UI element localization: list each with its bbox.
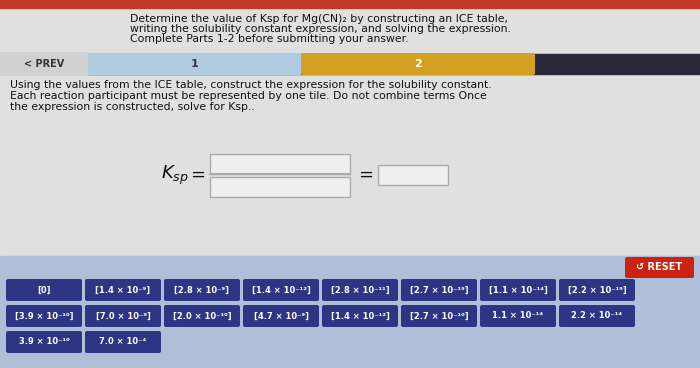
Text: [7.0 × 10⁻⁹]: [7.0 × 10⁻⁹] [96,311,150,321]
FancyBboxPatch shape [210,153,350,173]
Text: 2.2 × 10⁻¹⁴: 2.2 × 10⁻¹⁴ [571,311,622,321]
Text: $\mathit{K}_{sp}$: $\mathit{K}_{sp}$ [161,163,189,187]
Text: =: = [190,166,206,184]
FancyBboxPatch shape [559,279,635,301]
Text: [0]: [0] [37,286,50,294]
FancyBboxPatch shape [480,305,556,327]
FancyBboxPatch shape [210,177,350,197]
Text: [2.0 × 10⁻¹⁰]: [2.0 × 10⁻¹⁰] [173,311,231,321]
Text: ↺ RESET: ↺ RESET [636,262,682,272]
Text: Each reaction participant must be represented by one tile. Do not combine terms : Each reaction participant must be repres… [10,91,486,101]
Text: [2.8 × 10⁻⁹]: [2.8 × 10⁻⁹] [174,286,230,294]
FancyBboxPatch shape [401,279,477,301]
Text: Using the values from the ICE table, construct the expression for the solubility: Using the values from the ICE table, con… [10,80,491,90]
Text: =: = [358,166,374,184]
FancyBboxPatch shape [85,279,161,301]
FancyBboxPatch shape [6,331,82,353]
Text: Determine the value of Ksp for Mg(CN)₂ by constructing an ICE table,: Determine the value of Ksp for Mg(CN)₂ b… [130,14,508,24]
Text: 3.9 × 10⁻¹⁰: 3.9 × 10⁻¹⁰ [19,337,69,347]
Text: [2.7 × 10⁻¹⁹]: [2.7 × 10⁻¹⁹] [410,286,468,294]
FancyBboxPatch shape [559,305,635,327]
Text: 1: 1 [191,59,199,69]
Text: [2.7 × 10⁻¹⁰]: [2.7 × 10⁻¹⁰] [410,311,468,321]
Text: 2: 2 [414,59,422,69]
FancyBboxPatch shape [6,279,82,301]
Text: < PREV: < PREV [25,59,64,69]
Text: 1.1 × 10⁻¹⁴: 1.1 × 10⁻¹⁴ [492,311,544,321]
FancyBboxPatch shape [164,279,240,301]
Bar [0,54,700,74]
Text: 7.0 × 10⁻⁴: 7.0 × 10⁻⁴ [99,337,146,347]
Text: Complete Parts 1-2 before submitting your answer.: Complete Parts 1-2 before submitting you… [130,34,409,44]
FancyBboxPatch shape [85,331,161,353]
FancyBboxPatch shape [401,305,477,327]
Text: [4.7 × 10⁻⁹]: [4.7 × 10⁻⁹] [253,311,309,321]
FancyBboxPatch shape [0,52,90,76]
Text: the expression is constructed, solve for Ksp..: the expression is constructed, solve for… [10,102,255,112]
FancyBboxPatch shape [243,279,319,301]
FancyBboxPatch shape [322,279,398,301]
Bar [0,256,700,368]
Text: [3.9 × 10⁻¹⁰]: [3.9 × 10⁻¹⁰] [15,311,74,321]
Text: [1.4 × 10⁻¹²]: [1.4 × 10⁻¹²] [330,311,389,321]
Text: [1.1 × 10⁻¹⁴]: [1.1 × 10⁻¹⁴] [489,286,547,294]
Text: [2.8 × 10⁻¹¹]: [2.8 × 10⁻¹¹] [330,286,389,294]
FancyBboxPatch shape [164,305,240,327]
FancyBboxPatch shape [6,305,82,327]
FancyBboxPatch shape [625,257,694,278]
Bar [0,8,700,256]
FancyBboxPatch shape [322,305,398,327]
FancyBboxPatch shape [378,165,448,185]
FancyBboxPatch shape [85,305,161,327]
Text: [2.2 × 10⁻¹⁹]: [2.2 × 10⁻¹⁹] [568,286,626,294]
Text: writing the solubility constant expression, and solving the expression.: writing the solubility constant expressi… [130,24,511,34]
Text: [1.4 × 10⁻¹²]: [1.4 × 10⁻¹²] [251,286,310,294]
FancyBboxPatch shape [480,279,556,301]
FancyBboxPatch shape [243,305,319,327]
FancyBboxPatch shape [301,53,535,75]
Bar [0,0,700,8]
Text: [1.4 × 10⁻⁹]: [1.4 × 10⁻⁹] [95,286,150,294]
FancyBboxPatch shape [88,53,302,75]
